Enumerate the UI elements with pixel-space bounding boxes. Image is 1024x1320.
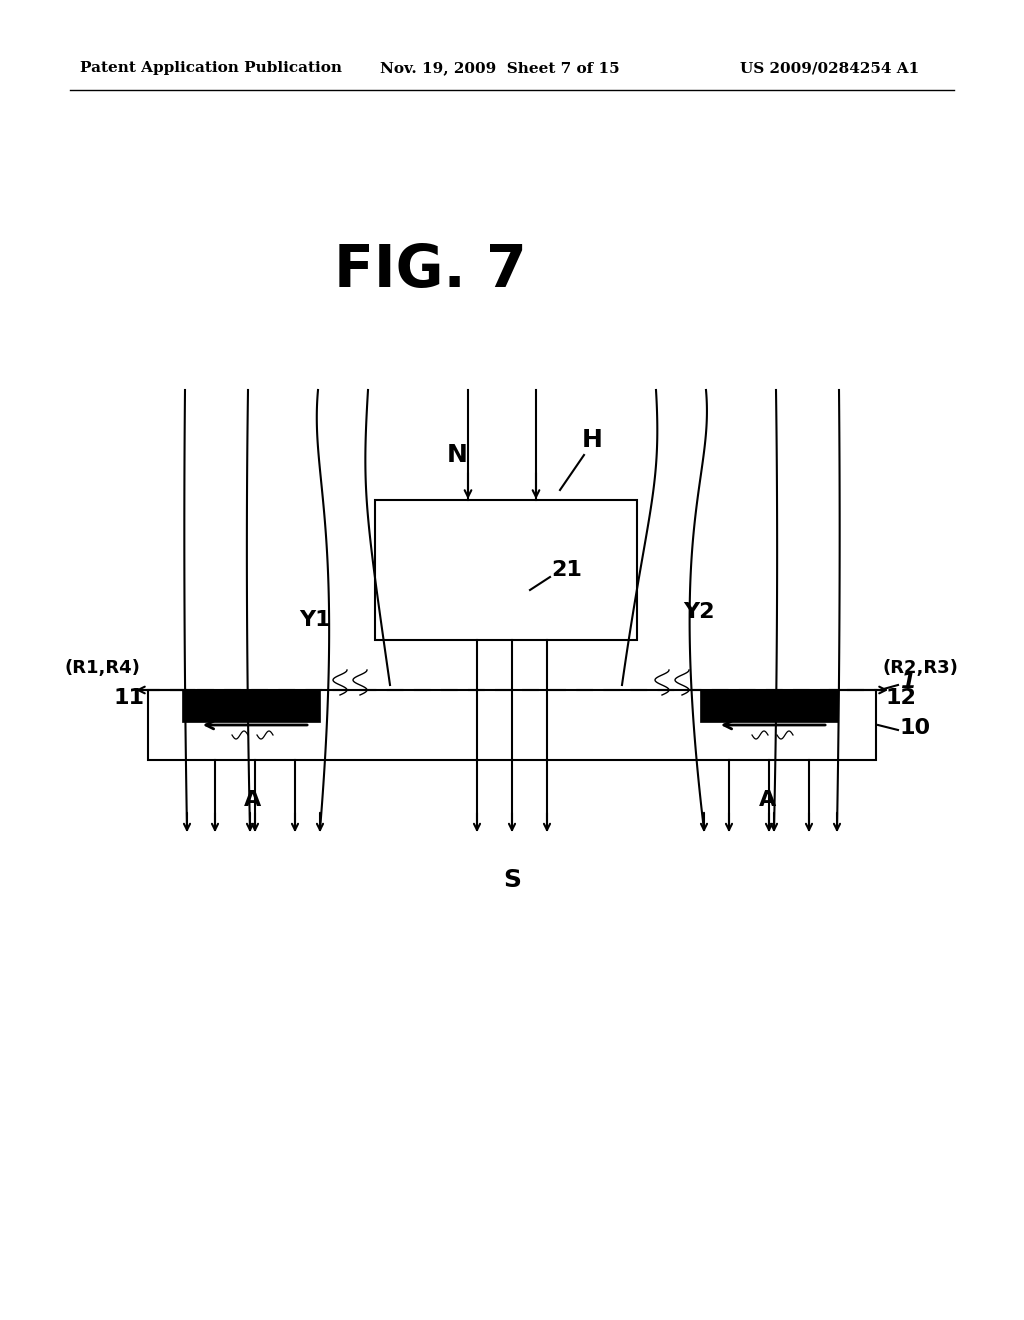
Text: FIG. 7: FIG. 7 [334,242,526,298]
Text: S: S [503,869,521,892]
Text: A: A [760,789,776,810]
Text: 12: 12 [885,688,915,708]
Text: 1: 1 [900,672,915,692]
Text: N: N [446,444,467,467]
Text: 21: 21 [552,560,583,579]
Text: H: H [582,428,602,451]
Polygon shape [182,690,319,722]
Text: US 2009/0284254 A1: US 2009/0284254 A1 [740,61,920,75]
Text: Patent Application Publication: Patent Application Publication [80,61,342,75]
Text: 11: 11 [114,688,145,708]
Text: 10: 10 [900,718,931,738]
Text: A: A [245,789,261,810]
Text: (R2,R3): (R2,R3) [882,659,957,677]
Polygon shape [700,690,838,722]
Text: (R1,R4): (R1,R4) [65,659,140,677]
Text: Y2: Y2 [683,602,715,622]
Text: Nov. 19, 2009  Sheet 7 of 15: Nov. 19, 2009 Sheet 7 of 15 [380,61,620,75]
Text: Y1: Y1 [299,610,331,630]
